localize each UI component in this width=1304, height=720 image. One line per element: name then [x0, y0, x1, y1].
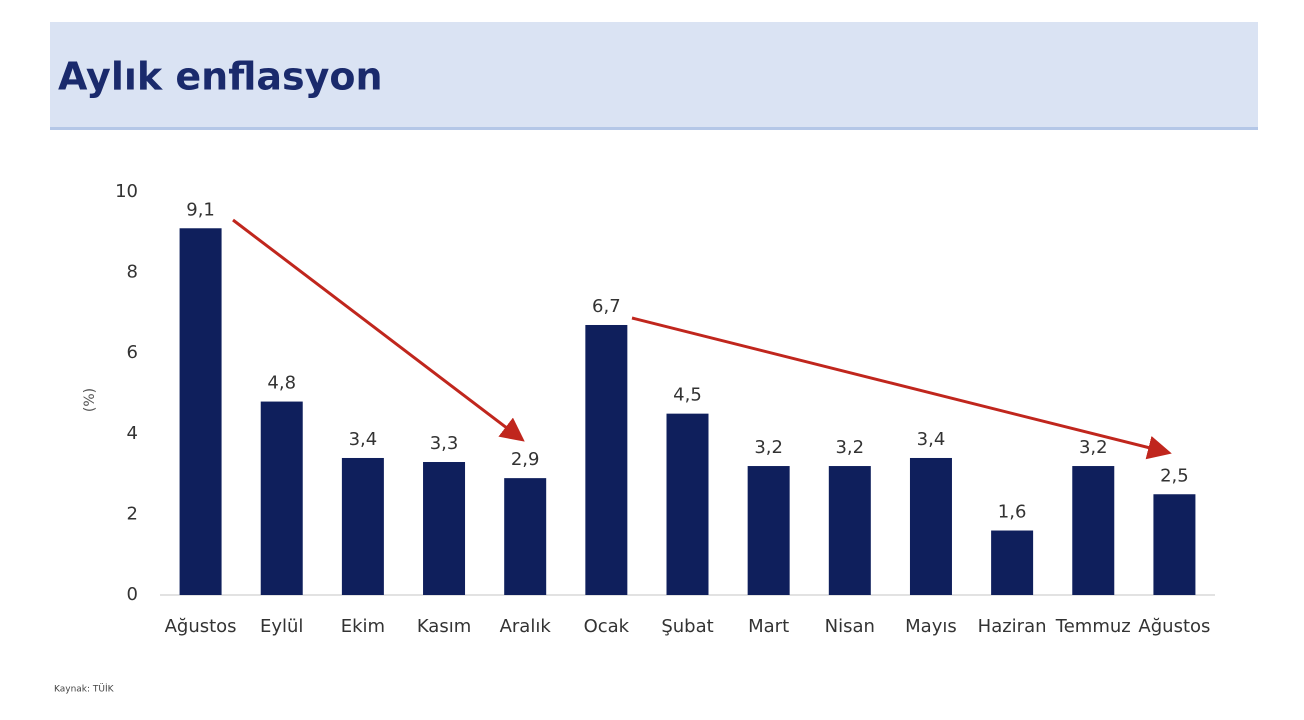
- value-label: 9,1: [186, 199, 215, 220]
- value-label: 3,4: [917, 429, 946, 450]
- y-tick-label: 2: [127, 503, 138, 524]
- value-label: 2,9: [511, 449, 540, 470]
- x-tick-label: Haziran: [978, 616, 1047, 637]
- x-tick-label: Temmuz: [1055, 616, 1131, 637]
- bar: [909, 457, 952, 595]
- value-label: 2,5: [1160, 465, 1189, 486]
- value-label: 4,5: [673, 385, 702, 406]
- bar: [341, 457, 384, 595]
- title-banner: [50, 22, 1258, 130]
- x-tick-label: Kasım: [417, 616, 471, 637]
- x-tick-label: Mart: [748, 616, 789, 637]
- y-axis-label: (%): [82, 388, 98, 412]
- y-tick-label: 6: [127, 342, 138, 363]
- value-label: 3,2: [1079, 437, 1108, 458]
- bar: [585, 324, 628, 595]
- value-label: 6,7: [592, 296, 621, 317]
- y-tick-label: 10: [115, 181, 138, 202]
- bar: [179, 228, 222, 595]
- bar: [1072, 466, 1115, 595]
- value-label: 1,6: [998, 502, 1027, 523]
- y-tick-label: 0: [127, 584, 138, 605]
- slide-title: Aylık enflasyon: [58, 55, 383, 99]
- x-tick-label: Mayıs: [905, 616, 957, 637]
- value-label: 3,2: [754, 437, 783, 458]
- bar: [828, 466, 871, 595]
- source-note: Kaynak: TÜİK: [54, 684, 115, 695]
- value-label: 3,4: [349, 429, 378, 450]
- x-tick-label: Ağustos: [1138, 616, 1210, 637]
- x-tick-label: Eylül: [260, 616, 303, 637]
- x-tick-label: Şubat: [661, 616, 713, 637]
- trend-arrow: [232, 218, 525, 442]
- x-tick-label: Aralık: [500, 616, 552, 637]
- bar: [1153, 494, 1196, 595]
- x-tick-label: Ekim: [341, 616, 385, 637]
- banner-border: [50, 127, 1258, 130]
- value-label: 4,8: [267, 373, 296, 394]
- bar: [423, 462, 466, 595]
- x-tick-label: Ocak: [584, 616, 630, 637]
- y-tick-label: 4: [127, 423, 138, 444]
- x-tick-label: Nisan: [825, 616, 875, 637]
- x-tick-label: Ağustos: [165, 616, 237, 637]
- bar: [747, 466, 790, 595]
- trend-arrow: [631, 316, 1172, 460]
- value-label: 3,2: [835, 437, 864, 458]
- y-tick-label: 8: [127, 262, 138, 283]
- bar: [260, 401, 303, 595]
- value-label: 3,3: [430, 433, 459, 454]
- bar: [666, 413, 709, 595]
- bar: [504, 478, 547, 595]
- bar: [991, 530, 1034, 595]
